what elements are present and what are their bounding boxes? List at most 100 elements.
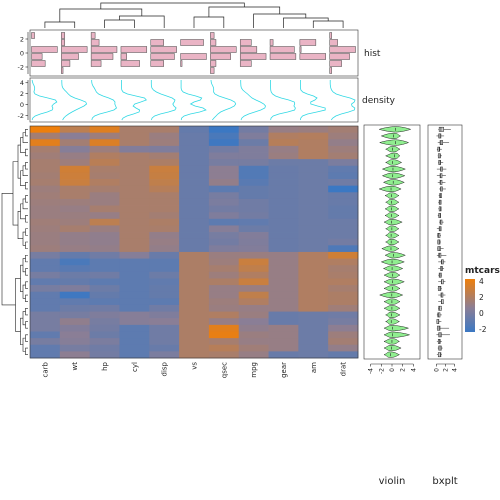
heatmap-cell — [179, 218, 210, 226]
heatmap-cell — [149, 285, 180, 293]
heatmap-cell — [30, 285, 61, 293]
heatmap-cell — [59, 351, 91, 359]
heatmap-cell — [59, 152, 91, 160]
dendrogram-branch — [15, 278, 21, 332]
heatmap-cell — [208, 159, 240, 167]
column-label: drat — [340, 362, 348, 377]
dendrogram-branch — [22, 337, 26, 352]
heatmap-cell — [268, 165, 299, 173]
legend-tick-label: 2 — [479, 293, 484, 302]
heatmap-cell — [179, 245, 210, 253]
violin-shape — [381, 172, 406, 179]
heatmap-cell — [208, 145, 240, 153]
heatmap-cell — [30, 265, 61, 273]
heatmap-cell — [149, 258, 180, 266]
heatmap-cell — [179, 318, 210, 326]
violin-shape — [384, 252, 407, 259]
heatmap-cell — [238, 311, 269, 319]
heatmap-cell — [179, 225, 210, 233]
hist-bar — [31, 53, 43, 60]
violin-annotation: -4 -2 0 2 4 violin — [363, 124, 421, 487]
heatmap-cell — [30, 159, 61, 167]
heatmap-cell — [59, 132, 91, 140]
heatmap-cell — [149, 152, 180, 160]
heatmap-cell — [238, 152, 269, 160]
hist-bar — [210, 67, 215, 74]
heatmap-cell — [208, 344, 240, 352]
heatmap-cell — [179, 331, 210, 339]
dendrogram-branch — [22, 311, 26, 326]
heatmap-cell — [59, 251, 91, 259]
heatmap-cell — [238, 159, 269, 167]
heatmap-cell — [298, 238, 329, 246]
heatmap-cell — [238, 179, 269, 187]
hist-bar — [61, 67, 64, 74]
boxplot-box — [437, 325, 441, 331]
hist-bar — [329, 60, 342, 67]
heatmap-cell — [328, 238, 359, 246]
heatmap-cell — [268, 344, 299, 352]
heatmap-cell — [298, 285, 329, 293]
hist-bar — [239, 53, 267, 60]
dendrogram-branch — [25, 294, 28, 302]
heatmap-cell — [119, 304, 150, 312]
column-label: vs — [191, 362, 199, 370]
boxplot-box — [440, 166, 443, 172]
heatmap-cell — [30, 331, 61, 339]
dendrogram-branch — [20, 264, 23, 293]
heatmap-cell — [59, 285, 91, 293]
axis-tick-label: -2 — [18, 112, 24, 120]
violin-shape — [384, 159, 403, 166]
heatmap-cell — [298, 291, 329, 299]
heatmap-cell — [59, 145, 91, 153]
heatmap-cell — [298, 258, 329, 266]
heatmap-cell — [30, 218, 61, 226]
heatmap-cell — [298, 218, 329, 226]
heatmap-cell — [179, 139, 210, 147]
heatmap-cell — [238, 145, 269, 153]
heatmap-cell — [179, 179, 210, 187]
heatmap-cell — [298, 278, 329, 286]
hist-bar — [120, 60, 140, 67]
heatmap-cell — [149, 278, 180, 286]
heatmap-cell — [268, 179, 299, 187]
heatmap-cell — [149, 245, 180, 253]
hist-bar — [61, 39, 66, 46]
boxplot-box — [439, 219, 443, 225]
dendrogram-branch — [25, 254, 28, 263]
heatmap-cell — [268, 132, 299, 140]
hist-bar — [210, 39, 217, 46]
heatmap-cell — [59, 338, 91, 346]
heatmap-cell — [298, 185, 329, 193]
heatmap-cell — [298, 338, 329, 346]
heatmap-cell — [208, 291, 240, 299]
heatmap-cell — [30, 179, 61, 187]
heatmap-cell — [298, 265, 329, 273]
violin-shape — [383, 285, 401, 292]
heatmap-cell — [89, 258, 120, 266]
heatmap-cell — [89, 225, 120, 233]
heatmap-cell — [328, 271, 359, 279]
heatmap-cell — [208, 238, 240, 246]
hist-bar — [299, 46, 302, 53]
violin-shape — [384, 205, 400, 212]
heatmap-cell — [149, 331, 180, 339]
boxplot-box — [441, 259, 444, 265]
heatmap-cell — [328, 152, 359, 160]
heatmap-cell — [328, 232, 359, 240]
violin-shape — [383, 278, 405, 285]
boxplot-box — [438, 213, 441, 218]
hist-bar — [239, 60, 252, 67]
heatmap-cell — [119, 324, 150, 332]
column-label: hp — [101, 361, 109, 370]
heatmap-cell — [298, 159, 329, 167]
hist-bar — [150, 46, 177, 53]
heatmap-cell — [298, 245, 329, 253]
heatmap-cell — [30, 225, 61, 233]
column-label: wt — [71, 362, 79, 371]
heatmap-cell — [268, 198, 299, 206]
heatmap-cell — [149, 225, 180, 233]
violin-shape — [384, 152, 401, 159]
heatmap-cell — [89, 139, 120, 147]
